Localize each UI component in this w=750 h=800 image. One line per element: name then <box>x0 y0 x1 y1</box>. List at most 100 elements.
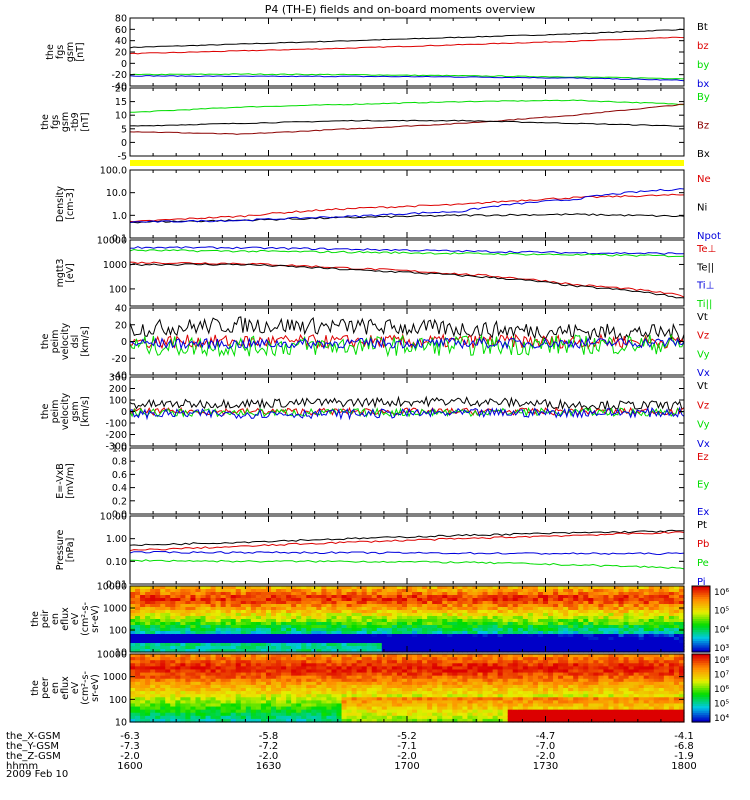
spectrogram-cell <box>401 586 408 590</box>
spectrogram-cell <box>235 646 242 650</box>
spectrogram-cell <box>376 631 383 635</box>
spectrogram-cell <box>658 640 665 644</box>
spectrogram-cell <box>391 657 398 661</box>
spectrogram-cell <box>437 601 443 605</box>
spectrogram-cell <box>220 678 227 683</box>
spectrogram-cell <box>205 666 212 671</box>
spectrogram-cell <box>437 678 443 683</box>
spectrogram-cell <box>260 637 267 641</box>
spectrogram-cell <box>205 718 212 723</box>
spectrogram-cell <box>442 697 448 701</box>
spectrogram-cell <box>306 646 312 650</box>
spectrogram-cell <box>195 715 202 720</box>
spectrogram-cell <box>331 589 338 593</box>
series-line-bz <box>130 103 684 135</box>
spectrogram-cell <box>578 646 584 650</box>
spectrogram-cell <box>185 619 192 623</box>
spectrogram-cell <box>497 649 504 653</box>
spectrogram-cell <box>673 607 680 611</box>
spectrogram-cell <box>507 666 514 671</box>
spectrogram-cell <box>145 675 151 680</box>
series-line-pt <box>130 529 684 547</box>
spectrogram-cell <box>578 643 584 647</box>
spectrogram-cell <box>638 592 645 596</box>
spectrogram-cell <box>170 607 176 611</box>
spectrogram-cell <box>487 619 494 623</box>
spectrogram-cell <box>658 634 665 638</box>
spectrogram-cell <box>306 616 312 620</box>
spectrogram-cell <box>452 709 458 714</box>
spectrogram-cell <box>422 663 428 667</box>
spectrogram-cell <box>598 646 605 650</box>
spectrogram-cell <box>462 646 469 650</box>
spectrogram-cell <box>225 601 232 605</box>
spectrogram-cell <box>361 718 368 723</box>
spectrogram-cell <box>618 637 625 641</box>
spectrogram-cell <box>437 637 443 641</box>
spectrogram-cell <box>648 610 655 614</box>
spectrogram-cell <box>301 718 307 723</box>
legend-label: Ey <box>697 480 709 491</box>
spectrogram-cell <box>618 628 625 632</box>
panel-elec_spec: 10⁸10⁷10⁶10⁵10⁴10000100010010thepeerenef… <box>30 650 729 729</box>
spectrogram-cell <box>396 691 403 695</box>
spectrogram-cell <box>291 640 297 644</box>
spectrogram-cell <box>140 663 146 667</box>
spectrogram-cell <box>230 684 237 689</box>
spectrogram-cell <box>492 631 499 635</box>
spectrogram-cell <box>548 628 554 632</box>
spectrogram-cell <box>623 640 630 644</box>
spectrogram-cell <box>180 604 186 608</box>
spectrogram-cell <box>608 601 615 605</box>
spectrogram-cell <box>170 649 176 653</box>
spectrogram-cell <box>301 595 307 599</box>
spectrogram-cell <box>492 715 499 720</box>
spectrogram-cell <box>245 619 252 623</box>
spectrogram-cell <box>512 715 519 720</box>
spectrogram-cell <box>381 660 388 664</box>
spectrogram-cell <box>432 700 438 705</box>
spectrogram-cell <box>487 684 494 689</box>
spectrogram-cell <box>265 634 272 638</box>
spectrogram-cell <box>271 684 277 689</box>
spectrogram-cell <box>311 694 317 698</box>
spectrogram-cell <box>225 700 232 705</box>
spectrogram-cell <box>477 625 484 629</box>
spectrogram-cell <box>190 601 197 605</box>
spectrogram-cell <box>396 663 403 667</box>
spectrogram-cell <box>356 631 363 635</box>
spectrogram-cell <box>215 672 222 677</box>
spectrogram-cell <box>361 709 368 714</box>
spectrogram-cell <box>497 604 504 608</box>
spectrogram-cell <box>663 595 670 599</box>
spectrogram-cell <box>422 654 428 658</box>
spectrogram-cell <box>366 622 373 626</box>
spectrogram-cell <box>442 598 448 602</box>
spectrogram-cell <box>220 631 227 635</box>
spectrogram-cell <box>623 598 630 602</box>
spectrogram-cell <box>462 688 469 692</box>
spectrogram-cell <box>542 684 549 689</box>
spectrogram-cell <box>286 595 292 599</box>
spectrogram-cell <box>140 706 146 711</box>
spectrogram-cell <box>205 631 212 635</box>
spectrogram-cell <box>532 595 539 599</box>
spectrogram-cell <box>140 598 146 602</box>
spectrogram-cell <box>130 592 136 596</box>
spectrogram-cell <box>260 715 267 720</box>
spectrogram-cell <box>316 637 322 641</box>
spectrogram-cell <box>532 625 539 629</box>
spectrogram-cell <box>447 700 453 705</box>
spectrogram-cell <box>462 706 469 711</box>
spectrogram-cell <box>512 660 519 664</box>
spectrogram-cell <box>482 589 489 593</box>
spectrogram-cell <box>643 604 650 608</box>
spectrogram-cell <box>678 643 685 647</box>
spectrogram-cell <box>487 672 494 677</box>
spectrogram-cell <box>265 694 272 698</box>
y-tick-label: 0 <box>121 407 127 418</box>
spectrogram-cell <box>502 684 509 689</box>
spectrogram-cell <box>205 694 212 698</box>
spectrogram-cell <box>381 681 388 686</box>
spectrogram-cell <box>613 610 620 614</box>
